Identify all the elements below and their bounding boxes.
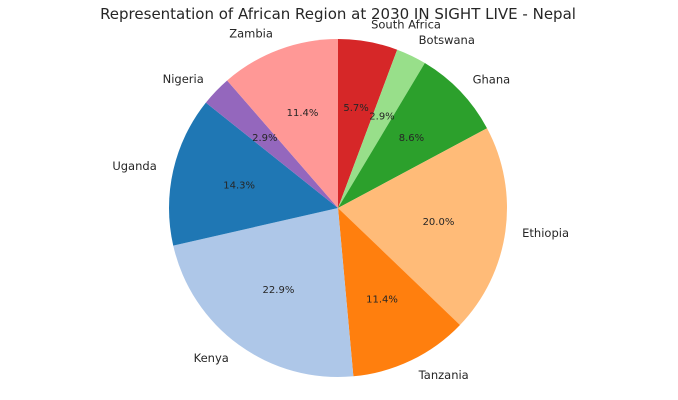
- chart-title: Representation of African Region at 2030…: [100, 5, 576, 23]
- pie-slice-south-africa: [338, 39, 398, 208]
- slice-label: South Africa: [371, 18, 441, 32]
- slice-percent-label: 11.4%: [366, 294, 398, 305]
- pie-slice-zambia: [227, 39, 338, 208]
- slice-label: Ethiopia: [522, 226, 569, 240]
- slice-percent-label: 8.6%: [399, 133, 424, 144]
- pie-slice-nigeria: [205, 80, 338, 208]
- slice-label: Kenya: [194, 351, 229, 365]
- slice-label: Botswana: [419, 33, 475, 47]
- slice-percent-label: 2.9%: [369, 112, 394, 123]
- slice-percent-label: 5.7%: [343, 103, 368, 114]
- slice-label: Tanzania: [418, 368, 469, 382]
- pie-labels: South Africa 5.7% Botswana 2.9% Ghana 8.6% Eth…: [112, 18, 569, 382]
- pie-slice-botswana: [338, 49, 425, 208]
- slice-label: Ghana: [473, 72, 511, 86]
- pie-slice-uganda: [169, 102, 338, 246]
- slice-percent-label: 11.4%: [287, 108, 319, 119]
- slice-percent-label: 20.0%: [423, 217, 455, 228]
- pie-slice-kenya: [173, 208, 354, 377]
- pie-slice-ethiopia: [338, 128, 508, 325]
- slice-percent-label: 2.9%: [252, 133, 277, 144]
- pie-slice-tanzania: [338, 208, 461, 377]
- slice-percent-label: 14.3%: [223, 180, 255, 191]
- slice-label: Nigeria: [163, 72, 204, 86]
- slice-percent-label: 22.9%: [263, 285, 295, 296]
- slice-label: Uganda: [112, 159, 156, 173]
- pie-slice-ghana: [338, 63, 488, 209]
- pie-slices: [169, 39, 508, 377]
- slice-label: Zambia: [229, 26, 273, 40]
